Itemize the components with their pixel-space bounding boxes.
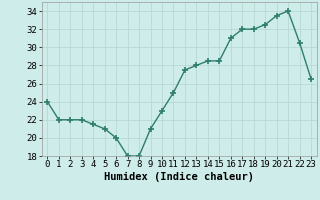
X-axis label: Humidex (Indice chaleur): Humidex (Indice chaleur) [104,172,254,182]
